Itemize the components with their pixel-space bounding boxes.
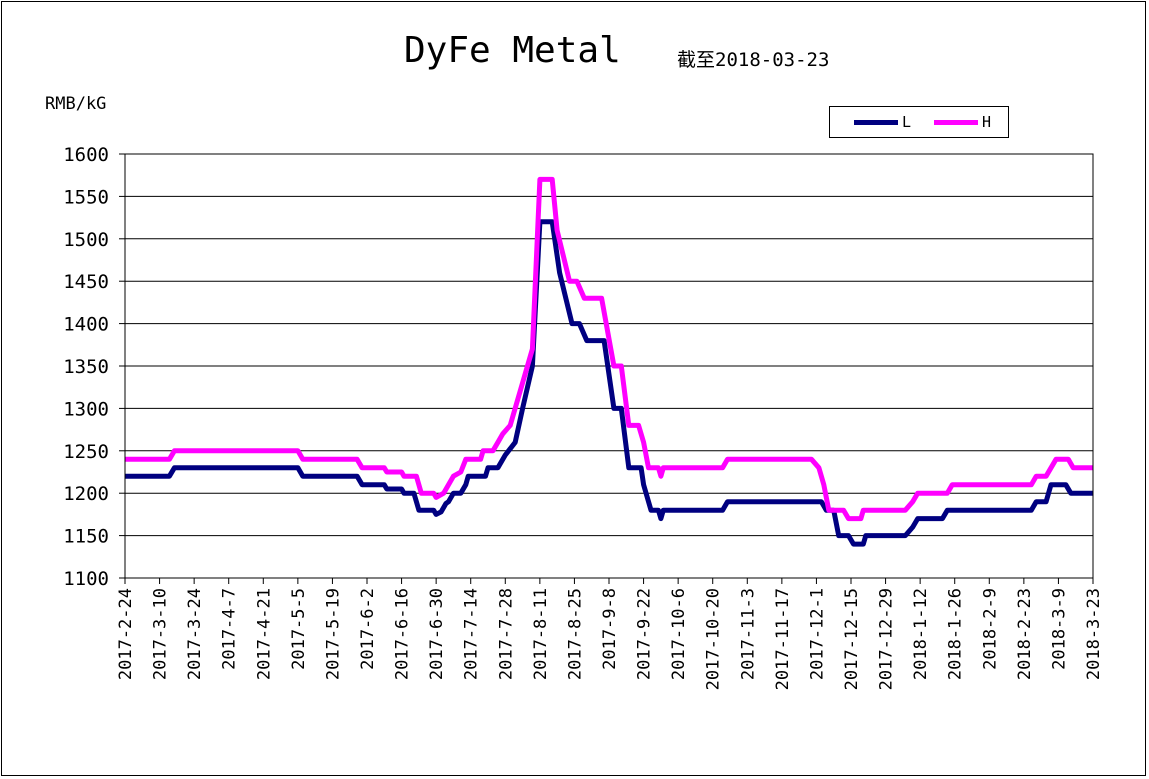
x-tick-label: 2017-5-5 [289, 588, 309, 670]
x-tick-label: 2017-5-19 [323, 588, 343, 680]
x-tick-label: 2017-6-16 [393, 588, 413, 680]
x-tick-label: 2017-11-17 [773, 588, 793, 690]
x-tick-label: 2018-3-23 [1084, 588, 1104, 680]
legend-swatch-h [934, 119, 978, 125]
legend-item-l: L [854, 107, 911, 137]
y-tick-label: 1550 [63, 186, 109, 208]
x-tick-label: 2017-9-22 [635, 588, 655, 680]
y-tick-label: 1450 [63, 271, 109, 293]
x-tick-label: 2017-6-30 [427, 588, 447, 680]
chart-title: DyFe Metal [404, 30, 621, 71]
legend-swatch-l [854, 119, 898, 125]
y-tick-label: 1200 [63, 483, 109, 505]
x-tick-label: 2017-2-24 [116, 588, 136, 680]
x-tick-label: 2018-2-9 [980, 588, 1000, 670]
legend-label-h: H [982, 113, 992, 131]
legend-label-l: L [902, 113, 912, 131]
y-tick-label: 1500 [63, 229, 109, 251]
x-axis-ticks: 2017-2-24 2017-3-10 2017-3-24 2017-4-7 2017-… [116, 578, 1104, 690]
x-tick-label: 2017-4-21 [254, 588, 274, 680]
x-tick-label: 2017-6-2 [358, 588, 378, 670]
x-tick-label: 2018-3-9 [1049, 588, 1069, 670]
x-tick-label: 2017-7-14 [462, 588, 482, 680]
y-tick-label: 1350 [63, 356, 109, 378]
x-tick-label: 2017-3-24 [185, 588, 205, 680]
y-tick-label: 1400 [63, 314, 109, 336]
x-tick-label: 2018-2-23 [1015, 588, 1035, 680]
legend-item-h: H [934, 107, 991, 137]
x-tick-label: 2017-7-28 [496, 588, 516, 680]
x-tick-label: 2017-10-20 [704, 588, 724, 690]
x-tick-label: 2017-10-6 [669, 588, 689, 680]
x-tick-label: 2017-12-15 [842, 588, 862, 690]
x-tick-label: 2017-8-11 [531, 588, 551, 680]
x-tick-label: 2018-1-12 [911, 588, 931, 680]
y-tick-label: 1100 [63, 568, 109, 590]
y-axis-unit-label: RMB/kG [45, 94, 107, 114]
series-line-l [125, 219, 1093, 547]
plot-area [124, 153, 1094, 579]
x-tick-label: 2017-12-29 [877, 588, 897, 690]
series-lines [125, 176, 1093, 547]
x-tick-label: 2017-8-25 [565, 588, 585, 680]
x-tick-label: 2017-11-3 [738, 588, 758, 680]
legend: L H [829, 106, 1009, 138]
x-tick-label: 2017-4-7 [220, 588, 240, 670]
x-tick-label: 2017-12-1 [807, 588, 827, 680]
y-tick-label: 1150 [63, 526, 109, 548]
series-line-h [125, 176, 1093, 522]
x-tick-label: 2017-3-10 [151, 588, 171, 680]
y-tick-label: 1300 [63, 398, 109, 420]
y-tick-label: 1250 [63, 441, 109, 463]
chart-subtitle: 截至2018-03-23 [677, 49, 830, 71]
x-tick-label: 2017-9-8 [600, 588, 620, 670]
x-tick-label: 2018-1-26 [946, 588, 966, 680]
y-tick-label: 1600 [63, 144, 109, 166]
y-axis-ticks: 1100 1150 1200 1250 1300 1350 1400 1450 1500 1550… [63, 144, 125, 590]
